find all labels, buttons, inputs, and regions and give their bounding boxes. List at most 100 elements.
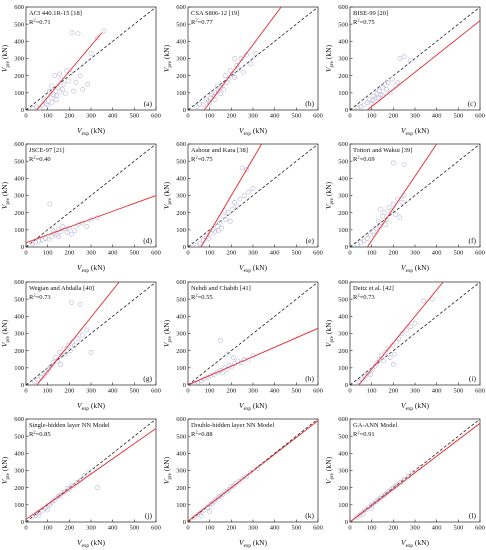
data-point [221, 213, 227, 219]
y-tick-label: 300 [176, 193, 186, 200]
y-tick-label: 600 [14, 416, 24, 423]
x-tick-label: 0 [348, 250, 351, 257]
x-tick-label: 100 [205, 113, 215, 120]
y-axis-label: Vpre(kN) [0, 319, 11, 347]
x-axis-label: Vexp (kN) [401, 263, 429, 274]
data-point [228, 484, 234, 490]
model-title: Tottori and Wakui [39] [353, 147, 412, 154]
data-point [232, 74, 237, 80]
data-point [45, 507, 51, 513]
ideal-line [350, 7, 480, 110]
data-point [222, 489, 228, 495]
x-tick-label: 0 [348, 388, 351, 395]
data-point [58, 229, 64, 234]
panel-label: (d) [143, 236, 152, 245]
y-tick-label: 300 [176, 468, 186, 475]
data-point [389, 76, 395, 82]
x-tick-label: 100 [367, 250, 377, 257]
data-point [372, 363, 378, 369]
data-point [237, 196, 243, 202]
data-point [60, 224, 66, 229]
data-point [369, 100, 375, 106]
x-tick-label: 300 [248, 525, 258, 532]
data-point [376, 356, 382, 362]
y-axis-label: Vpre(kN) [324, 456, 335, 484]
data-point [230, 206, 235, 212]
data-point [47, 201, 53, 207]
x-tick-label: 200 [226, 250, 236, 257]
x-tick-label: 400 [432, 525, 442, 532]
y-axis-label: Vpre(kN) [324, 44, 335, 72]
x-tick-label: 300 [410, 250, 420, 257]
x-tick-label: 300 [86, 113, 96, 120]
x-tick-label: 200 [64, 388, 74, 395]
data-point [358, 240, 364, 246]
x-axis-label: Vexp (kN) [77, 401, 105, 412]
data-point [383, 222, 389, 228]
data-point [72, 228, 78, 234]
x-tick-label: 100 [43, 525, 53, 532]
y-tick-label: 500 [176, 158, 186, 165]
data-point [395, 80, 401, 85]
data-point [429, 296, 435, 302]
y-tick-label: 200 [338, 73, 348, 80]
data-point [65, 78, 71, 84]
model-title: Deitz et al. [42] [353, 285, 394, 292]
y-tick-label: 500 [14, 433, 24, 440]
data-point [397, 56, 403, 61]
data-point [236, 479, 242, 485]
y-tick-label: 300 [176, 56, 186, 63]
data-point [387, 355, 393, 360]
data-point [197, 241, 203, 246]
fit-line [367, 20, 480, 110]
r2-annotation: R2=0.77 [191, 18, 213, 27]
data-point [248, 61, 254, 67]
data-point [46, 236, 52, 242]
data-point [56, 493, 61, 499]
y-axis-label: Vpre(kN) [324, 181, 335, 209]
x-tick-label: 600 [475, 113, 485, 120]
data-point [392, 351, 397, 357]
data-point [385, 80, 391, 85]
data-point [217, 220, 222, 226]
panel-label: (e) [306, 236, 315, 245]
x-tick-label: 200 [226, 388, 236, 395]
data-point [364, 99, 370, 105]
y-tick-label: 600 [176, 416, 186, 423]
panel-g: 00 100 100 200 200 300 300 400 400 500 500 600 600 We… [0, 279, 161, 412]
y-tick-label: 400 [14, 314, 24, 321]
x-tick-label: 100 [367, 525, 377, 532]
data-point [75, 336, 81, 342]
y-tick-label: 100 [338, 227, 348, 234]
x-tick-label: 100 [43, 388, 53, 395]
r2-annotation: R2=0.91 [353, 430, 375, 439]
y-axis-label: Vpre(kN) [0, 456, 11, 484]
y-tick-label: 500 [14, 296, 24, 303]
model-title: CSA S806-12 [19] [191, 10, 239, 17]
x-tick-label: 100 [43, 113, 53, 120]
y-tick-label: 500 [338, 158, 348, 165]
x-tick-label: 100 [43, 250, 53, 257]
y-tick-label: 0 [345, 519, 348, 526]
x-axis-label: Vexp (kN) [401, 538, 429, 549]
x-tick-label: 100 [367, 388, 377, 395]
x-tick-label: 500 [453, 525, 463, 532]
panel-label: (i) [469, 374, 477, 383]
y-tick-label: 300 [338, 331, 348, 338]
data-point [382, 210, 388, 216]
x-axis-label: Vexp (kN) [239, 126, 267, 137]
panel-i: 00 100 100 200 200 300 300 400 400 500 500 600 600 De… [324, 279, 485, 412]
y-axis-label: Vpre(kN) [0, 181, 11, 209]
data-point [250, 186, 256, 192]
y-tick-label: 500 [338, 433, 348, 440]
data-point [95, 35, 100, 41]
x-tick-label: 0 [186, 525, 189, 532]
data-point [390, 201, 396, 207]
data-point [234, 203, 240, 209]
x-tick-label: 600 [151, 525, 161, 532]
data-point [370, 98, 376, 103]
y-axis-label: Vpre(kN) [162, 181, 173, 209]
panel-label: (k) [305, 511, 314, 520]
data-point [214, 224, 220, 229]
y-tick-label: 200 [14, 348, 24, 355]
